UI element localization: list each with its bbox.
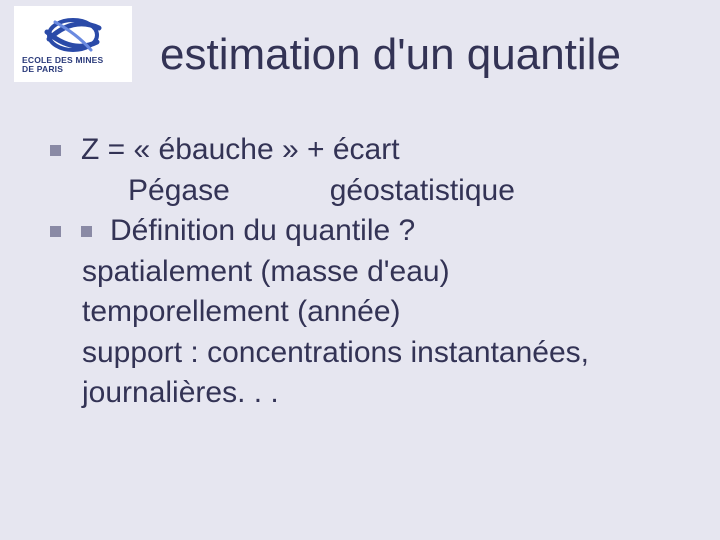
logo-swoosh-icon (43, 14, 103, 56)
detail-left: Pégase (128, 174, 230, 207)
list-item: Définition du quantile ? (50, 211, 690, 252)
bullet-2-head: Définition du quantile ? (110, 211, 690, 252)
bullet-icon (50, 145, 61, 156)
slide-body: Z = « ébauche » + écart Pégase géostatist… (50, 130, 690, 414)
bullet-2-sub-1: spatialement (masse d'eau) (50, 252, 690, 293)
logo: ECOLE DES MINES DE PARIS (14, 6, 132, 82)
list-item: Z = « ébauche » + écart (50, 130, 690, 171)
bullet-1-head: Z = « ébauche » + écart (81, 130, 690, 171)
logo-line2: DE PARIS (22, 65, 128, 74)
detail-right: géostatistique (330, 174, 515, 207)
bullet-icon (81, 226, 92, 237)
bullet-1-detail: Pégase géostatistique (50, 171, 690, 212)
slide-title: estimation d'un quantile (160, 30, 700, 80)
logo-text: ECOLE DES MINES DE PARIS (18, 56, 128, 74)
bullet-2-sub-2: temporellement (année) (50, 292, 690, 333)
bullet-2-sub-3: support : concentrations instantanées, j… (50, 333, 690, 414)
bullet-icon (50, 226, 61, 237)
